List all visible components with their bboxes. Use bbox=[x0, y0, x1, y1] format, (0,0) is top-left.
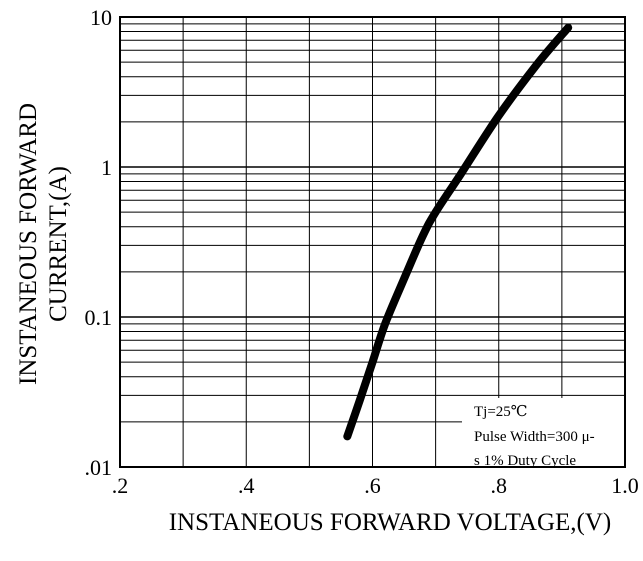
x-tick-labels: .2 .4 .6 .8 1.0 bbox=[112, 473, 639, 498]
x-tick-label: .2 bbox=[112, 473, 129, 498]
y-tick-label: 0.1 bbox=[85, 305, 113, 330]
annotation-line-conditions: Tj=25℃ bbox=[474, 404, 528, 420]
y-tick-label: .01 bbox=[85, 455, 113, 480]
y-axis-title-line-2: CURRENT,(A) bbox=[45, 166, 72, 322]
x-tick-label: 1.0 bbox=[611, 473, 639, 498]
y-tick-label: 1 bbox=[101, 155, 112, 180]
x-tick-label: .4 bbox=[238, 473, 255, 498]
annotation-line-pulse-width: Pulse Width=300 μ- bbox=[474, 429, 595, 445]
y-axis-title-line-1: INSTANEOUS FORWARD bbox=[15, 103, 42, 385]
x-tick-label: .8 bbox=[491, 473, 508, 498]
y-tick-labels: 10 1 0.1 .01 bbox=[85, 5, 113, 480]
series-line bbox=[347, 28, 568, 437]
x-tick-label: .6 bbox=[364, 473, 381, 498]
y-tick-label: 10 bbox=[90, 5, 112, 30]
x-axis-title: INSTANEOUS FORWARD VOLTAGE,(V) bbox=[169, 509, 612, 536]
